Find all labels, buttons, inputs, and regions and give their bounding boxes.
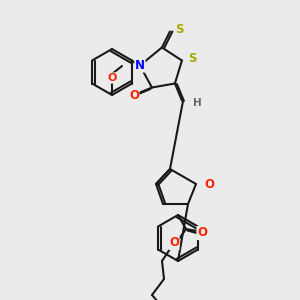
Text: H: H <box>193 98 202 109</box>
Text: S: S <box>188 52 197 65</box>
Text: O: O <box>169 236 179 250</box>
Text: N: N <box>135 59 145 72</box>
Text: O: O <box>129 89 139 102</box>
Text: O: O <box>204 178 214 190</box>
Text: O: O <box>197 226 207 239</box>
Text: S: S <box>175 23 183 36</box>
Text: O: O <box>107 73 117 83</box>
